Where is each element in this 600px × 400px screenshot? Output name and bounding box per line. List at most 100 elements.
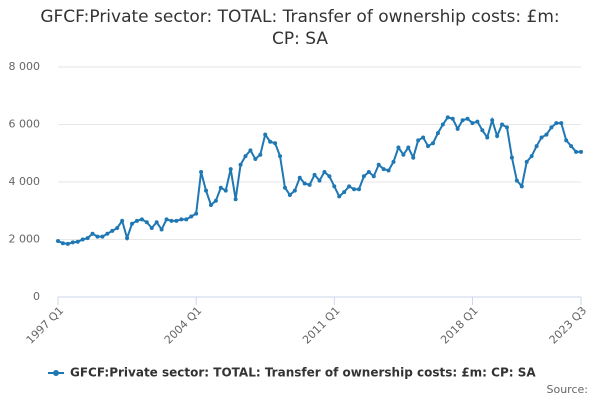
y-tick-label: 6 000 xyxy=(9,118,41,131)
point xyxy=(480,128,485,133)
point xyxy=(154,220,159,225)
legend-label: GFCF:Private sector: TOTAL: Transfer of … xyxy=(70,366,536,380)
point xyxy=(366,169,371,174)
point xyxy=(495,134,500,138)
point xyxy=(371,174,376,179)
point xyxy=(263,132,268,137)
point xyxy=(337,194,342,199)
point xyxy=(282,185,287,190)
x-tick-label: 2023 Q3 xyxy=(547,304,590,347)
point xyxy=(430,141,435,146)
point xyxy=(470,121,475,126)
point xyxy=(386,168,391,173)
point xyxy=(361,174,366,179)
point xyxy=(554,121,559,126)
y-tick-label: 8 000 xyxy=(9,60,41,73)
point xyxy=(56,238,60,243)
point xyxy=(273,141,278,146)
point xyxy=(204,188,209,193)
point xyxy=(579,149,583,154)
point xyxy=(356,187,361,192)
x-tick-label: 2018 Q1 xyxy=(438,304,481,347)
point xyxy=(307,182,312,187)
point xyxy=(411,155,416,160)
point xyxy=(406,145,411,150)
point xyxy=(534,144,539,149)
point xyxy=(134,218,139,223)
x-tick-label: 1997 Q1 xyxy=(24,304,67,347)
point xyxy=(194,211,199,216)
chart-title: GFCF:Private sector: TOTAL: Transfer of … xyxy=(40,7,560,49)
point xyxy=(120,218,125,223)
point xyxy=(529,154,534,159)
point xyxy=(80,237,85,242)
point xyxy=(514,178,519,183)
point xyxy=(90,231,95,236)
point xyxy=(95,234,100,239)
point xyxy=(416,138,421,143)
point xyxy=(421,135,426,140)
point xyxy=(500,122,505,127)
y-tick-label: 0 xyxy=(33,290,40,303)
point xyxy=(539,135,544,140)
point xyxy=(223,188,228,193)
point xyxy=(401,152,406,157)
point xyxy=(381,167,386,172)
point xyxy=(144,220,149,225)
point xyxy=(519,184,524,189)
point xyxy=(475,119,480,124)
y-tick-label: 4 000 xyxy=(9,175,41,188)
point xyxy=(115,226,120,230)
point xyxy=(75,239,80,244)
point xyxy=(332,184,337,189)
point xyxy=(327,174,332,179)
point xyxy=(574,149,579,154)
point xyxy=(490,118,495,123)
point xyxy=(342,190,347,195)
point xyxy=(455,126,460,131)
point xyxy=(189,214,194,219)
point xyxy=(396,145,401,150)
point xyxy=(460,118,465,123)
point xyxy=(174,218,179,223)
point xyxy=(465,116,470,121)
point xyxy=(559,121,564,126)
x-tick-label: 2011 Q1 xyxy=(300,304,343,347)
point xyxy=(292,188,297,193)
point xyxy=(70,240,75,245)
point xyxy=(258,152,263,157)
source: Source: xyxy=(547,383,589,396)
point xyxy=(564,138,569,143)
point xyxy=(213,198,218,203)
point xyxy=(352,187,357,192)
point xyxy=(485,135,490,140)
point xyxy=(445,115,450,120)
point xyxy=(105,231,110,236)
point xyxy=(302,181,307,186)
point xyxy=(317,178,322,183)
point xyxy=(100,234,105,239)
point xyxy=(243,154,248,159)
point xyxy=(504,125,509,130)
point xyxy=(248,148,253,153)
point xyxy=(233,197,238,202)
point xyxy=(549,125,554,130)
point xyxy=(184,217,189,222)
point xyxy=(238,162,243,167)
point xyxy=(199,169,204,174)
point xyxy=(125,236,130,241)
point xyxy=(65,241,70,246)
point xyxy=(287,192,292,197)
point xyxy=(509,155,514,160)
x-tick-label: 2004 Q1 xyxy=(162,304,205,347)
point xyxy=(450,116,455,121)
point xyxy=(391,159,396,164)
point xyxy=(164,217,169,222)
point xyxy=(169,218,174,223)
point xyxy=(130,221,135,226)
point xyxy=(297,175,302,180)
y-tick-label: 2 000 xyxy=(9,233,41,246)
point xyxy=(228,167,233,172)
